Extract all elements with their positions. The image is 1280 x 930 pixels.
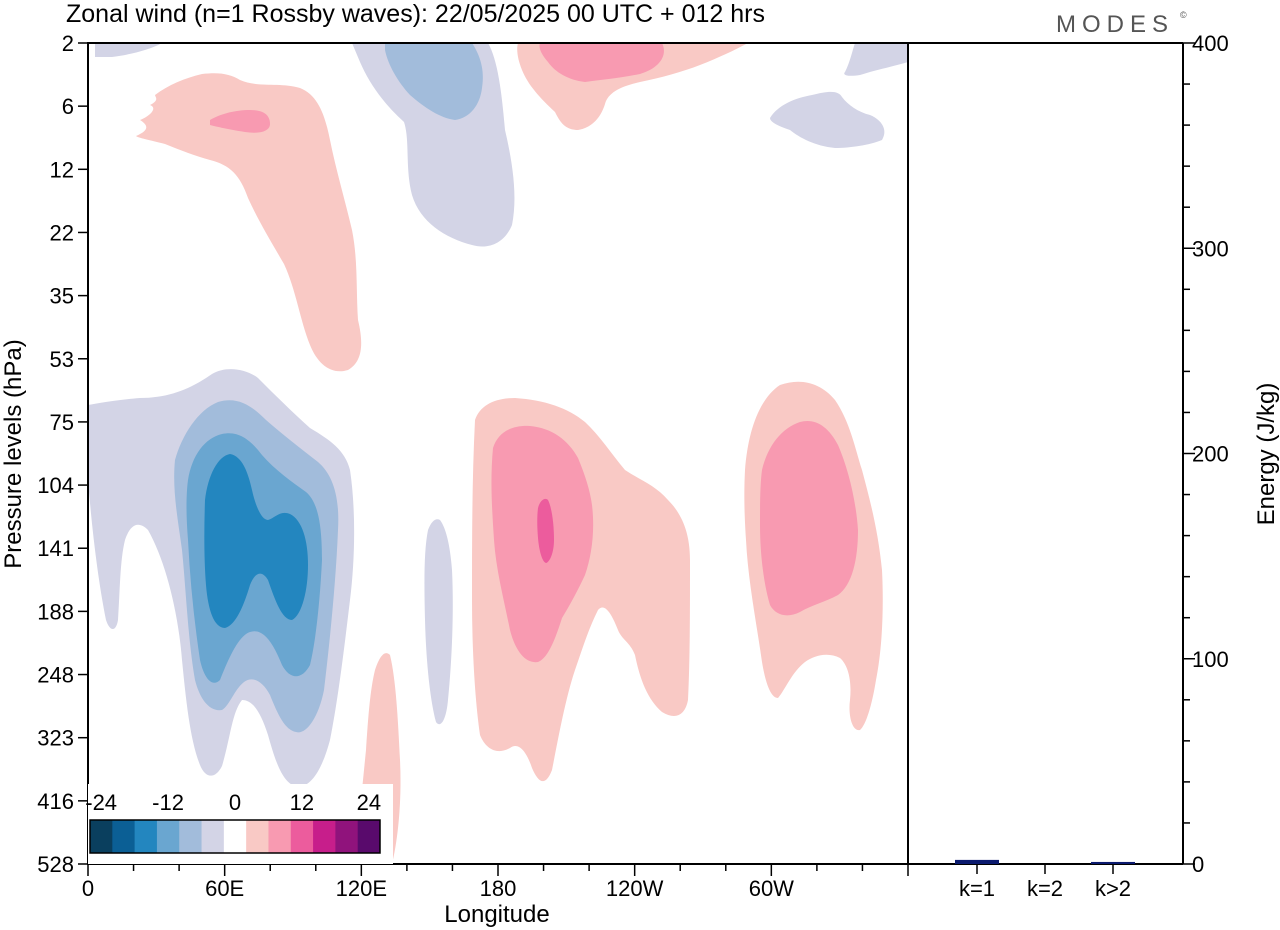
legend-swatch (223, 820, 247, 853)
y-tick-label: 12 (50, 157, 74, 182)
legend-swatch (246, 820, 269, 853)
contour-region-pos-central-core (537, 498, 554, 563)
legend-swatch (201, 820, 225, 853)
chart-title: Zonal wind (n=1 Rossby waves): 22/05/202… (66, 0, 765, 28)
y-tick-label: 75 (50, 410, 74, 435)
contour-plot: 0 60E 120E 180 120W 60W 2 6 12 22 35 53 75 104 141 188 2… (0, 31, 909, 928)
legend-swatch (335, 820, 359, 853)
contour-region-pos-top-right-inner (539, 43, 664, 82)
x-axis-label: Longitude (444, 901, 549, 928)
legend-swatch (313, 820, 336, 853)
contour-region-neg-lower-left-core (204, 454, 308, 628)
legend-swatch (112, 820, 136, 853)
y-tick-label: 35 (50, 284, 74, 309)
legend-tick-label: 24 (357, 790, 381, 815)
x-tick-label: 120E (336, 876, 387, 901)
y-tick-label: 323 (37, 726, 74, 751)
legend-tick-label: -24 (85, 790, 117, 815)
contour-axis-tick-labels: 0 60E 120E 180 120W 60W 2 6 12 22 35 53 75 104 141 188 2… (37, 31, 794, 901)
x-tick-label: 180 (480, 876, 517, 901)
y-tick-label: 6 (62, 94, 74, 119)
y-tick-label: 528 (37, 852, 74, 877)
legend-tick-label: 12 (290, 790, 314, 815)
contour-axis-ticks (78, 42, 909, 876)
x-tick-label: 0 (82, 876, 94, 901)
energy-tick-label: 100 (1192, 647, 1229, 672)
energy-category-labels: k=1 k=2 k>2 (959, 864, 1131, 901)
y-tick-label: 141 (37, 536, 74, 561)
energy-bar-panel: 0 100 200 300 400 k=1 k=2 k>2 Energy (J/kg) (908, 31, 1280, 901)
contour-region-neg-middle-sliver (424, 519, 453, 725)
legend-swatch (134, 820, 158, 853)
x-tick-label: 60E (205, 876, 244, 901)
legend-swatch (156, 820, 180, 853)
contour-region-neg-top-center-inner (385, 43, 483, 120)
brand-mark: © (1180, 10, 1187, 20)
legend-tick-label: -12 (152, 790, 184, 815)
y-axis-label: Pressure levels (hPa) (0, 339, 27, 568)
legend-swatch (268, 820, 292, 853)
legend-swatch (290, 820, 314, 853)
color-legend: -24 -12 0 12 24 (85, 784, 393, 864)
legend-frame (89, 819, 381, 854)
energy-tick-label: 200 (1192, 442, 1229, 467)
x-tick-label: 120W (606, 876, 664, 901)
energy-category-label: k=1 (959, 876, 995, 901)
legend-tick-label: 0 (229, 790, 241, 815)
y-tick-label: 104 (37, 473, 74, 498)
energy-axis-label: Energy (J/kg) (1253, 383, 1280, 526)
brand-logo: MODES (1056, 11, 1174, 38)
y-tick-label: 416 (37, 789, 74, 814)
contour-region-neg-top-left (95, 43, 162, 57)
legend-tick-labels: -24 -12 0 12 24 (85, 790, 381, 815)
energy-bar (1091, 861, 1135, 864)
energy-axis-tick-labels: 0 100 200 300 400 (1192, 31, 1229, 877)
x-tick-label: 60W (749, 876, 794, 901)
energy-category-label: k=2 (1027, 876, 1063, 901)
contour-region-neg-top-right-edge (844, 43, 908, 76)
energy-bar (955, 859, 999, 864)
legend-swatch (179, 820, 203, 853)
energy-tick-label: 400 (1192, 31, 1229, 56)
energy-bars (955, 859, 1135, 864)
contour-region-neg-upper-right (770, 91, 885, 148)
legend-swatches (89, 819, 381, 854)
y-tick-label: 22 (50, 220, 74, 245)
y-tick-label: 188 (37, 599, 74, 624)
legend-swatch (90, 820, 113, 853)
contour-region-pos-right-inner (760, 420, 858, 616)
y-tick-label: 2 (62, 31, 74, 56)
legend-swatch (357, 820, 381, 853)
energy-axis-ticks (1183, 42, 1195, 865)
energy-category-label: k>2 (1095, 876, 1131, 901)
y-tick-label: 248 (37, 663, 74, 688)
y-tick-label: 53 (50, 347, 74, 372)
contour-region-pos-strat-left-inner (210, 110, 270, 133)
energy-tick-label: 0 (1192, 852, 1204, 877)
contour-region-pos-strat-left (136, 73, 362, 372)
energy-tick-label: 300 (1192, 236, 1229, 261)
contour-fills (88, 43, 908, 864)
